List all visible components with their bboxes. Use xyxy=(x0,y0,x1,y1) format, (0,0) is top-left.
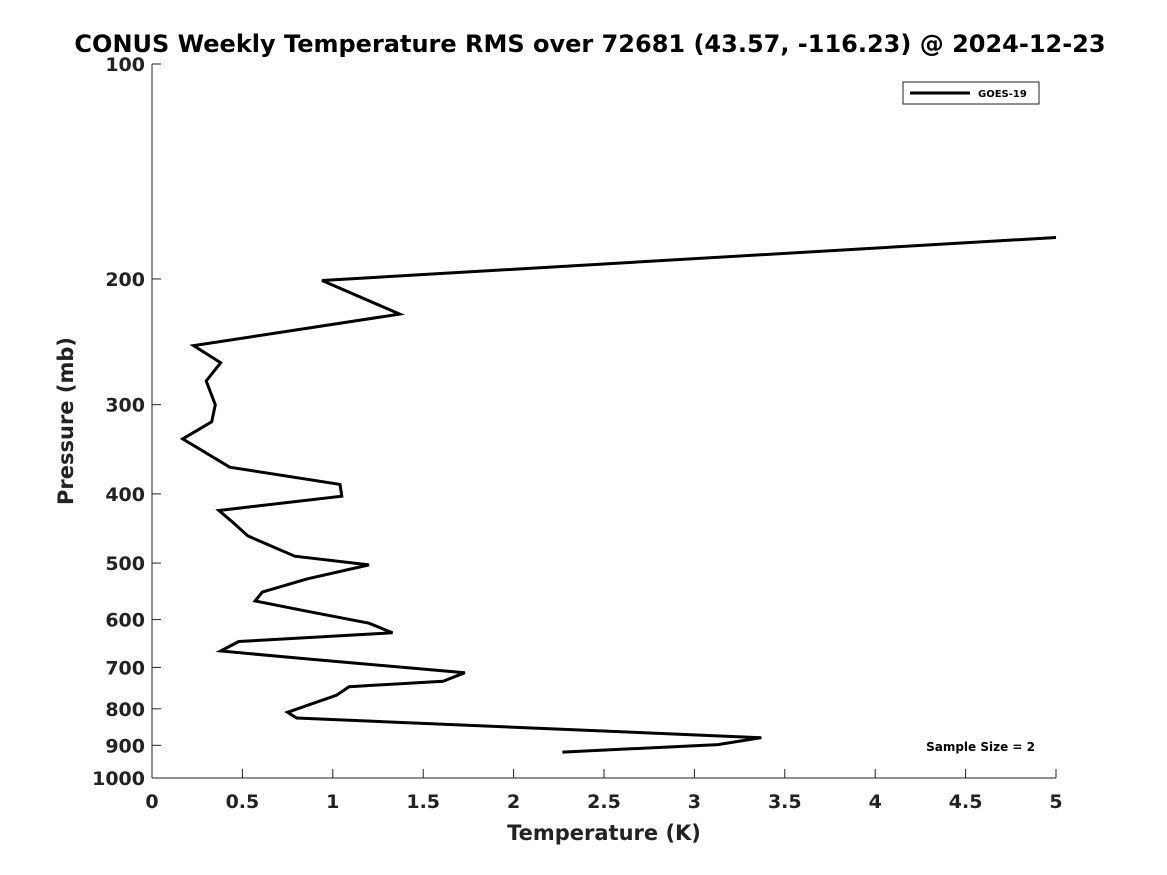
chart-title: CONUS Weekly Temperature RMS over 72681 … xyxy=(74,30,1105,58)
x-tick-label: 0.5 xyxy=(226,791,260,813)
series-layer xyxy=(179,236,1057,754)
y-tick-label: 700 xyxy=(105,657,145,679)
x-tick-label: 2 xyxy=(507,791,520,813)
y-tick-label: 300 xyxy=(105,395,145,417)
x-tick-label: 1 xyxy=(326,791,339,813)
y-tick-label: 1000 xyxy=(92,768,145,790)
y-tick-label: 200 xyxy=(105,269,145,291)
x-tick-label: 2.5 xyxy=(587,791,621,813)
y-tick-label: 600 xyxy=(105,610,145,632)
x-axis-label: Temperature (K) xyxy=(507,821,701,845)
x-ticks: 0 0.5 1 1.5 2 2.5 3 3.5 4 4.5 5 xyxy=(145,769,1063,813)
x-tick-label: 1.5 xyxy=(406,791,440,813)
x-tick-label: 3.5 xyxy=(768,791,802,813)
y-tick-label: 500 xyxy=(105,553,145,575)
y-axis-label: Pressure (mb) xyxy=(54,337,78,505)
x-tick-label: 4 xyxy=(869,791,882,813)
y-tick-label: 900 xyxy=(105,735,145,757)
x-tick-label: 4.5 xyxy=(949,791,983,813)
y-ticks: 100 200 300 400 500 600 700 800 900 1000 xyxy=(92,54,161,790)
series-line-goes-19 xyxy=(179,236,1057,754)
legend: GOES-19 xyxy=(902,81,1040,105)
y-tick-label: 100 xyxy=(105,54,145,76)
sample-size-annotation: Sample Size = 2 xyxy=(926,740,1035,754)
legend-box xyxy=(902,81,1040,105)
legend-label-goes-19: GOES-19 xyxy=(978,89,1027,100)
y-tick-label: 400 xyxy=(105,484,145,506)
x-tick-label: 0 xyxy=(145,791,158,813)
x-tick-label: 5 xyxy=(1049,791,1062,813)
y-tick-label: 800 xyxy=(105,699,145,721)
x-tick-label: 3 xyxy=(688,791,701,813)
plot-frame xyxy=(151,64,1056,779)
